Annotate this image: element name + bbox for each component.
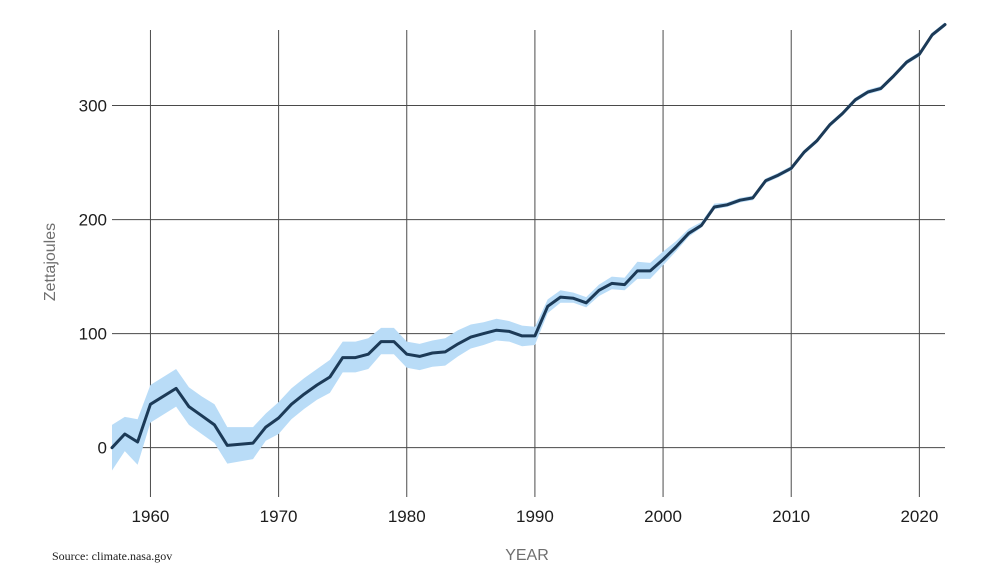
y-tick-label: 0 xyxy=(98,439,107,458)
data-point-1965 xyxy=(213,423,216,426)
data-point-1957 xyxy=(111,446,113,449)
x-axis-title: YEAR xyxy=(505,547,549,564)
data-point-1972 xyxy=(303,393,306,396)
data-point-1960 xyxy=(149,403,152,406)
data-point-1964 xyxy=(200,414,203,417)
data-point-2006 xyxy=(739,199,741,202)
x-tick-label: 2010 xyxy=(772,507,810,526)
data-point-1979 xyxy=(392,340,395,343)
data-point-1959 xyxy=(136,441,139,443)
data-point-1970 xyxy=(277,417,280,419)
series-line xyxy=(110,23,947,450)
data-point-1993 xyxy=(572,297,575,300)
data-point-1978 xyxy=(380,340,383,343)
uncertainty-band xyxy=(112,22,945,471)
source-note: Source: climate.nasa.gov xyxy=(52,549,172,563)
data-line-layer xyxy=(110,23,947,450)
data-point-2017 xyxy=(879,87,882,90)
x-tick-label: 1970 xyxy=(260,507,298,526)
data-point-1997 xyxy=(623,283,626,286)
data-point-1981 xyxy=(418,355,421,358)
data-point-1968 xyxy=(252,442,254,445)
data-point-1999 xyxy=(649,269,652,272)
data-point-1992 xyxy=(559,296,562,299)
data-point-1987 xyxy=(495,329,498,332)
data-point-1973 xyxy=(316,384,318,386)
uncertainty-band-layer xyxy=(112,22,945,471)
data-point-2003 xyxy=(700,224,703,227)
data-point-1976 xyxy=(354,356,357,359)
data-point-2011 xyxy=(803,151,805,154)
data-point-1969 xyxy=(264,426,267,429)
y-tick-label: 100 xyxy=(79,325,107,344)
data-point-2000 xyxy=(662,258,665,261)
data-point-2014 xyxy=(841,112,844,115)
data-point-1986 xyxy=(482,332,485,335)
y-tick-label: 300 xyxy=(79,97,107,116)
data-point-2002 xyxy=(687,232,690,235)
data-point-2018 xyxy=(892,74,895,77)
data-point-1996 xyxy=(610,282,613,285)
data-point-2015 xyxy=(854,98,857,101)
data-point-1998 xyxy=(636,269,639,272)
data-point-2022 xyxy=(944,23,946,26)
x-tick-label: 1990 xyxy=(516,507,554,526)
data-point-1995 xyxy=(598,289,600,292)
data-point-2004 xyxy=(713,206,716,208)
data-point-2007 xyxy=(751,196,754,199)
data-point-1983 xyxy=(444,350,447,353)
grid-layer xyxy=(112,30,945,497)
data-point-2008 xyxy=(764,179,767,182)
x-tick-label: 2020 xyxy=(900,507,938,526)
data-point-1990 xyxy=(533,334,536,337)
data-point-2005 xyxy=(726,203,729,206)
data-point-1985 xyxy=(469,336,472,339)
y-axis-title: Zettajoules xyxy=(42,223,59,301)
data-point-2012 xyxy=(815,139,818,142)
tick-label-layer: 1960 1970 1980 1990 2000 2010 2020 0 100 200 300 xyxy=(79,97,939,526)
data-point-1991 xyxy=(546,305,549,308)
data-point-1963 xyxy=(187,405,190,408)
data-point-1966 xyxy=(226,444,229,447)
y-tick-label: 200 xyxy=(79,211,107,230)
x-tick-label: 1960 xyxy=(132,507,170,526)
data-point-1988 xyxy=(508,330,511,333)
data-point-2016 xyxy=(867,90,870,93)
data-point-1989 xyxy=(521,334,524,337)
data-point-2013 xyxy=(828,123,831,126)
data-point-1984 xyxy=(457,342,459,345)
data-point-1977 xyxy=(367,353,370,356)
data-point-1975 xyxy=(341,356,344,359)
data-point-1962 xyxy=(175,387,178,390)
data-point-2009 xyxy=(777,174,780,177)
data-point-2010 xyxy=(790,167,793,170)
data-point-1974 xyxy=(328,376,331,378)
data-point-2020 xyxy=(918,53,921,56)
data-point-1994 xyxy=(585,301,588,304)
data-point-1971 xyxy=(290,403,293,406)
data-point-1958 xyxy=(123,433,126,435)
data-point-1980 xyxy=(405,353,408,356)
x-tick-label: 1980 xyxy=(388,507,426,526)
data-point-1982 xyxy=(431,352,434,354)
data-point-2019 xyxy=(905,61,908,64)
data-point-2021 xyxy=(931,33,934,36)
data-point-2001 xyxy=(674,246,677,248)
x-tick-label: 2000 xyxy=(644,507,682,526)
